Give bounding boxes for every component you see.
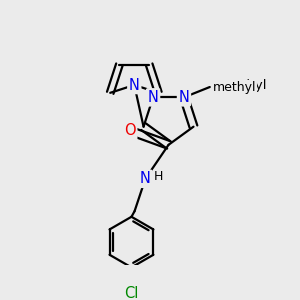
Text: H: H [154,170,164,183]
Text: O: O [124,123,136,138]
Text: N: N [148,90,158,105]
Text: methyl: methyl [220,79,267,92]
Text: N: N [129,77,140,92]
Text: Cl: Cl [124,286,139,300]
Text: methyl: methyl [213,80,256,94]
Text: N: N [178,90,189,105]
Text: N: N [140,171,151,186]
